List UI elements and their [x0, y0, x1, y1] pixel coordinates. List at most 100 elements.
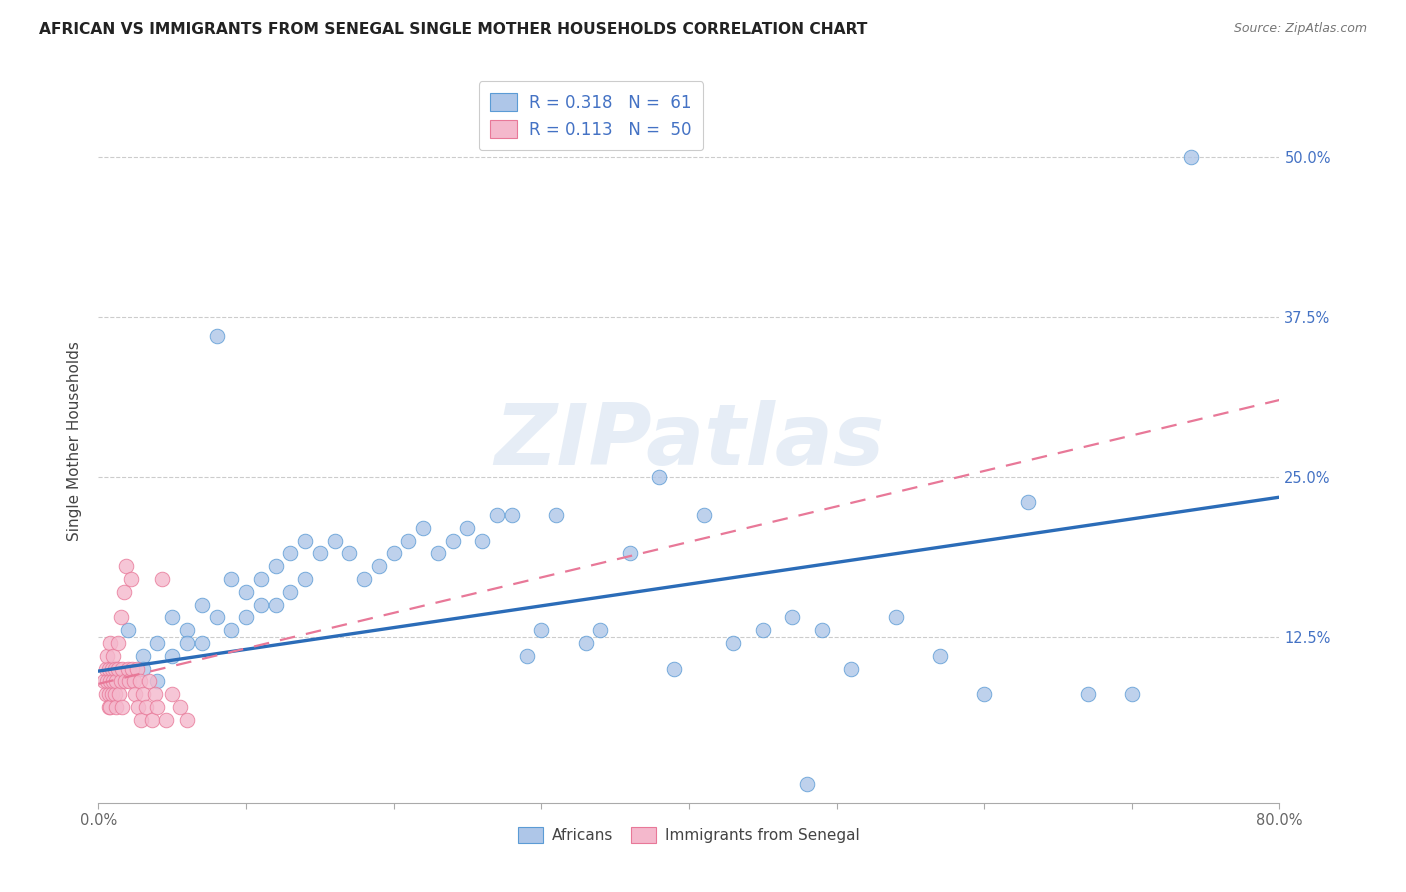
Point	[176, 713, 198, 727]
Point	[104, 687, 127, 701]
Point	[107, 661, 129, 675]
Point	[100, 687, 122, 701]
Point	[141, 713, 163, 727]
Point	[97, 687, 120, 701]
Point	[973, 687, 995, 701]
Point	[162, 610, 183, 624]
Point	[114, 674, 136, 689]
Point	[122, 674, 145, 689]
Point	[115, 559, 138, 574]
Point	[138, 674, 160, 689]
Point	[309, 546, 332, 560]
Point	[841, 661, 863, 675]
Point	[339, 546, 361, 560]
Point	[929, 648, 952, 663]
Point	[752, 623, 775, 637]
Point	[124, 687, 146, 701]
Point	[176, 636, 198, 650]
Point	[162, 648, 183, 663]
Point	[782, 610, 804, 624]
Point	[250, 598, 273, 612]
Point	[280, 546, 302, 560]
Point	[97, 661, 120, 675]
Point	[108, 687, 131, 701]
Y-axis label: Single Mother Households: Single Mother Households	[66, 342, 82, 541]
Point	[169, 699, 191, 714]
Point	[93, 674, 115, 689]
Point	[129, 713, 152, 727]
Point	[280, 584, 302, 599]
Point	[810, 623, 832, 637]
Point	[723, 636, 745, 650]
Point	[100, 661, 122, 675]
Legend: Africans, Immigrants from Senegal: Africans, Immigrants from Senegal	[512, 821, 866, 849]
Point	[105, 699, 128, 714]
Point	[412, 521, 434, 535]
Point	[530, 623, 553, 637]
Point	[205, 610, 228, 624]
Text: ZIPatlas: ZIPatlas	[494, 400, 884, 483]
Point	[250, 572, 273, 586]
Point	[353, 572, 375, 586]
Point	[135, 699, 157, 714]
Point	[441, 533, 464, 548]
Point	[382, 546, 405, 560]
Point	[516, 648, 538, 663]
Point	[221, 623, 243, 637]
Point	[1077, 687, 1099, 701]
Point	[796, 776, 818, 790]
Point	[1180, 150, 1202, 164]
Point	[125, 661, 148, 675]
Point	[264, 559, 287, 574]
Point	[176, 623, 198, 637]
Point	[98, 699, 121, 714]
Point	[664, 661, 686, 675]
Point	[501, 508, 523, 522]
Point	[457, 521, 479, 535]
Point	[117, 623, 139, 637]
Point	[112, 584, 135, 599]
Point	[589, 623, 612, 637]
Point	[294, 572, 316, 586]
Point	[103, 648, 125, 663]
Point	[98, 674, 121, 689]
Point	[121, 661, 143, 675]
Point	[471, 533, 494, 548]
Point	[96, 674, 118, 689]
Point	[205, 329, 228, 343]
Point	[546, 508, 568, 522]
Point	[619, 546, 641, 560]
Text: AFRICAN VS IMMIGRANTS FROM SENEGAL SINGLE MOTHER HOUSEHOLDS CORRELATION CHART: AFRICAN VS IMMIGRANTS FROM SENEGAL SINGL…	[39, 22, 868, 37]
Point	[693, 508, 716, 522]
Point	[118, 674, 141, 689]
Point	[1121, 687, 1143, 701]
Point	[143, 687, 166, 701]
Point	[191, 636, 214, 650]
Point	[94, 687, 117, 701]
Point	[150, 572, 173, 586]
Point	[132, 648, 155, 663]
Point	[235, 610, 257, 624]
Point	[104, 661, 127, 675]
Point	[146, 636, 169, 650]
Point	[1018, 495, 1040, 509]
Point	[110, 610, 132, 624]
Point	[103, 674, 125, 689]
Point	[884, 610, 907, 624]
Point	[107, 636, 129, 650]
Point	[427, 546, 450, 560]
Point	[146, 699, 169, 714]
Point	[294, 533, 316, 548]
Point	[97, 699, 120, 714]
Point	[398, 533, 420, 548]
Point	[96, 648, 118, 663]
Point	[111, 699, 134, 714]
Point	[146, 674, 169, 689]
Point	[486, 508, 509, 522]
Point	[648, 469, 671, 483]
Point	[98, 636, 121, 650]
Point	[155, 713, 177, 727]
Text: Source: ZipAtlas.com: Source: ZipAtlas.com	[1233, 22, 1367, 36]
Point	[120, 572, 142, 586]
Point	[111, 661, 134, 675]
